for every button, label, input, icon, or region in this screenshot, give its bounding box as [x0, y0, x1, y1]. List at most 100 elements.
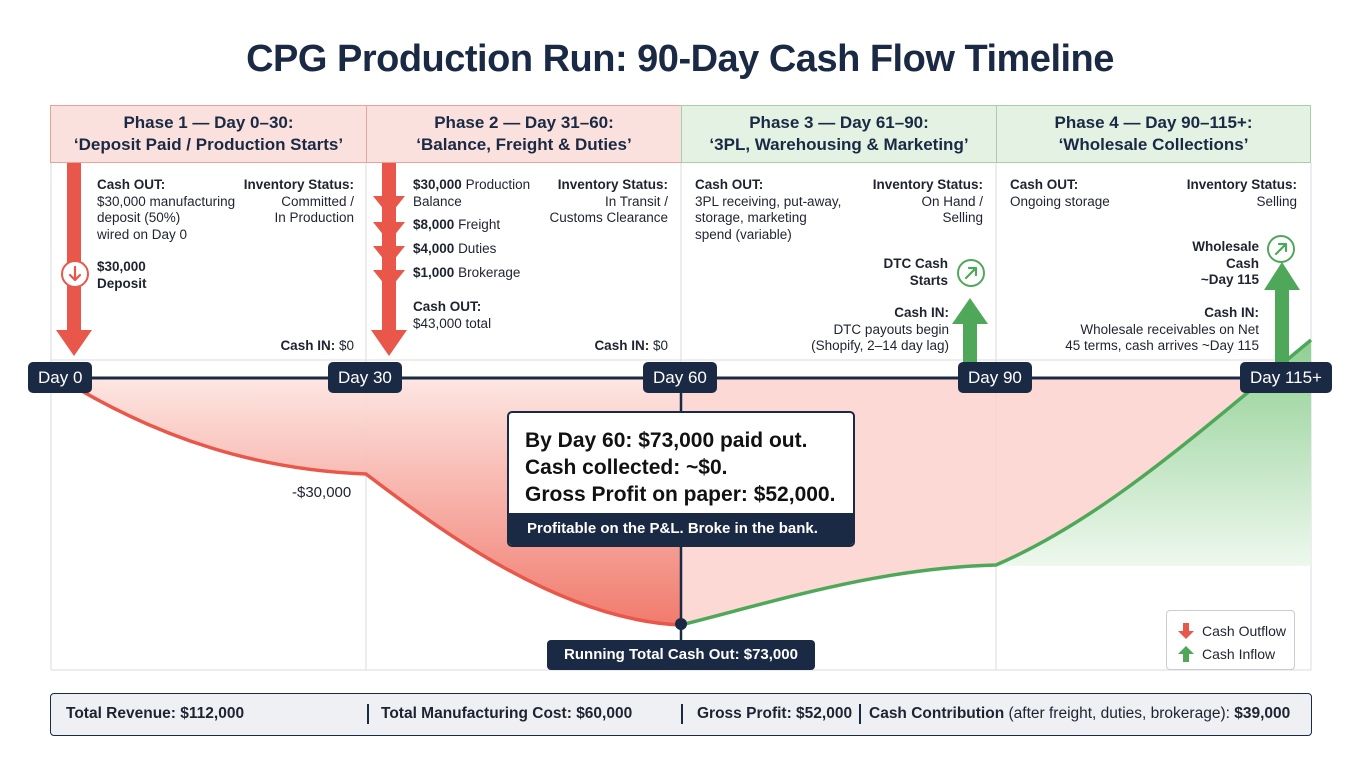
phase-1-deposit: $30,000 Deposit	[97, 259, 217, 292]
day-60-callout: By Day 60: $73,000 paid out. Cash collec…	[507, 411, 855, 547]
summary-revenue: Total Revenue: $112,000	[66, 694, 244, 734]
cash-in-line: 45 terms, cash arrives ~Day 115	[1065, 338, 1259, 353]
phase-2-header: Phase 2 — Day 31–60: ‘Balance, Freight &…	[366, 105, 682, 163]
cash-out-label: Cash OUT:	[695, 177, 764, 192]
outflow-circle-icon	[60, 259, 90, 294]
timeline-day-60: Day 60	[643, 362, 717, 393]
running-total-badge: Running Total Cash Out: $73,000	[547, 640, 815, 670]
inventory-line: In Transit /	[604, 193, 668, 209]
phase-3-cash-out: Cash OUT: 3PL receiving, put-away, stora…	[695, 177, 870, 243]
inventory-label: Inventory Status:	[557, 177, 668, 192]
cash-inflow-area	[996, 340, 1311, 566]
timeline-day-115: Day 115+	[1240, 362, 1332, 393]
inventory-label: Inventory Status:	[1186, 177, 1297, 192]
legend-item-outflow: Cash Outflow	[1177, 619, 1294, 642]
phase2-outflow-arrow	[371, 163, 407, 356]
phase-1-inventory-status: Inventory Status: Committed / In Product…	[224, 177, 354, 227]
cost-item: $1,000 Brokerage	[413, 265, 553, 289]
cash-in-line: DTC payouts begin	[833, 321, 949, 337]
marker-line: Cash	[1225, 255, 1259, 271]
cash-out-line: 3PL receiving, put-away,	[695, 193, 842, 209]
inventory-label: Inventory Status:	[872, 177, 983, 192]
inventory-line: Selling	[942, 210, 983, 225]
marker-line: DTC Cash	[883, 256, 948, 271]
callout-line: Gross Profit on paper: $52,000.	[525, 483, 836, 506]
phase-1-header: Phase 1 — Day 0–30: ‘Deposit Paid / Prod…	[50, 105, 367, 163]
phase-header-line1: Phase 3 — Day 61–90:	[749, 113, 929, 132]
phase-3-inventory-status: Inventory Status: On Hand / Selling	[852, 177, 983, 227]
callout-footer: Profitable on the P&L. Broke in the bank…	[509, 513, 853, 545]
phase-4-cash-in: Cash IN: Wholesale receivables on Net 45…	[1040, 305, 1259, 355]
phase1-outflow-arrow	[56, 163, 92, 356]
phase-1-cash-in: Cash IN: $0	[224, 338, 354, 355]
phase-header-line2: ‘Deposit Paid / Production Starts’	[73, 135, 344, 154]
cash-out-label: Cash OUT:	[413, 299, 482, 314]
callout-line: By Day 60: $73,000 paid out.	[525, 429, 808, 452]
inventory-line: Selling	[1256, 193, 1297, 209]
marker-line: Starts	[909, 272, 948, 288]
summary-cash-contribution: Cash Contribution (after freight, duties…	[869, 694, 1290, 734]
timeline-day-30: Day 30	[328, 362, 402, 393]
cash-in-value: $0	[652, 338, 668, 353]
cost-amount: $30,000	[413, 177, 462, 192]
marker-line: ~Day 115	[1200, 272, 1259, 287]
legend-label: Cash Outflow	[1202, 622, 1287, 639]
callout-line: Cash collected: ~$0.	[525, 456, 728, 479]
phase-4-marker: Wholesale Cash ~Day 115	[1160, 239, 1259, 289]
summary-divider	[367, 704, 369, 724]
cash-out-line: storage, marketing	[695, 210, 807, 225]
summary-divider	[681, 704, 683, 724]
phase-3-header: Phase 3 — Day 61–90: ‘3PL, Warehousing &…	[681, 105, 997, 163]
phase-header-line1: Phase 1 — Day 0–30:	[123, 113, 294, 132]
cash-in-label: Cash IN:	[894, 305, 949, 320]
phase3-inflow-arrow	[952, 298, 988, 362]
inventory-line: In Production	[274, 210, 354, 225]
cost-label: Balance	[413, 193, 462, 209]
cash-out-line: deposit (50%)	[97, 210, 181, 225]
cash-out-label: Cash OUT:	[1010, 177, 1079, 192]
summary-label: Total Revenue:	[66, 705, 176, 722]
summary-value: $112,000	[180, 705, 245, 722]
phase-1-cash-out: Cash OUT: $30,000 manufacturing deposit …	[97, 177, 257, 243]
cash-in-line: (Shopify, 2–14 day lag)	[811, 338, 949, 353]
day-60-point	[675, 618, 687, 630]
cash-in-label: Cash IN:	[594, 338, 650, 353]
legend-label: Cash Inflow	[1202, 645, 1276, 662]
inflow-circle-icon	[1266, 234, 1296, 269]
phase-header-line2: ‘Balance, Freight & Duties’	[416, 135, 632, 154]
cash-in-line: Wholesale receivables on Net	[1080, 321, 1259, 337]
inventory-line: Committed /	[281, 193, 354, 209]
phase-3-cash-in: Cash IN: DTC payouts begin (Shopify, 2–1…	[760, 305, 949, 355]
phase-header-line2: ‘3PL, Warehousing & Marketing’	[709, 135, 969, 154]
summary-gross-profit: Gross Profit: $52,000	[697, 694, 852, 734]
cost-amount: $1,000	[413, 265, 455, 280]
cost-item: $30,000 Production Balance	[413, 177, 553, 217]
cost-label: Duties	[458, 241, 497, 256]
phase-4-cash-out: Cash OUT: Ongoing storage	[1010, 177, 1160, 210]
summary-label: Gross Profit:	[697, 705, 792, 722]
cash-out-line: wired on Day 0	[97, 226, 188, 242]
legend-item-inflow: Cash Inflow	[1177, 642, 1294, 665]
summary-value: $60,000	[576, 705, 633, 722]
summary-value: $52,000	[796, 705, 853, 722]
summary-divider	[859, 704, 861, 724]
cash-outflow-curve	[59, 376, 682, 627]
phase-4-header: Phase 4 — Day 90–115+: ‘Wholesale Collec…	[996, 105, 1311, 163]
cost-label: Freight	[458, 217, 501, 232]
curve-level-label: -$30,000	[292, 484, 352, 501]
phase-header-line1: Phase 2 — Day 31–60:	[434, 113, 614, 132]
cash-in-label: Cash IN:	[280, 338, 336, 353]
phase-header-line2: ‘Wholesale Collections’	[1058, 135, 1249, 154]
cost-item: $4,000 Duties	[413, 241, 553, 265]
inventory-line: Customs Clearance	[549, 210, 668, 225]
marker-line: Wholesale	[1192, 239, 1259, 254]
cost-label: Production	[465, 177, 531, 192]
cash-in-value: $0	[338, 338, 354, 353]
page-title: CPG Production Run: 90-Day Cash Flow Tim…	[246, 38, 1114, 80]
cost-label: Brokerage	[458, 265, 521, 280]
timeline-day-90: Day 90	[958, 362, 1032, 393]
inventory-line: On Hand /	[921, 193, 983, 209]
cash-out-line: $30,000 manufacturing	[97, 193, 236, 209]
summary-bar: Total Revenue: $112,000 Total Manufactur…	[50, 693, 1312, 736]
phase-2-inventory-status: Inventory Status: In Transit / Customs C…	[532, 177, 668, 227]
